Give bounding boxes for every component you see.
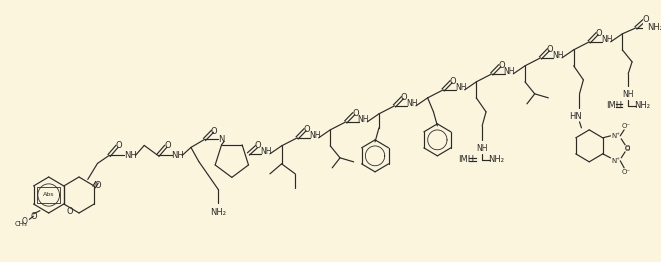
Text: NH₂: NH₂ bbox=[210, 208, 226, 217]
Text: N⁺: N⁺ bbox=[612, 158, 621, 164]
Text: NH: NH bbox=[623, 90, 634, 99]
Text: O⁻: O⁻ bbox=[621, 169, 631, 175]
Text: NH: NH bbox=[124, 151, 137, 160]
Text: O: O bbox=[625, 145, 630, 151]
Text: O: O bbox=[303, 125, 310, 134]
Text: O: O bbox=[625, 146, 630, 152]
Text: O: O bbox=[498, 61, 505, 70]
Text: Abs: Abs bbox=[43, 193, 54, 198]
Text: N⁺: N⁺ bbox=[612, 133, 621, 139]
Text: NH: NH bbox=[553, 51, 564, 60]
Text: NH₂: NH₂ bbox=[634, 101, 650, 110]
Text: O: O bbox=[94, 181, 100, 190]
Text: O⁻: O⁻ bbox=[621, 123, 631, 129]
Text: O: O bbox=[449, 77, 456, 86]
Text: N: N bbox=[218, 135, 224, 144]
Text: NH₂: NH₂ bbox=[647, 23, 661, 32]
Text: NH: NH bbox=[601, 35, 613, 44]
Text: NH: NH bbox=[504, 67, 515, 76]
Text: CH₃: CH₃ bbox=[15, 221, 27, 227]
Text: NH: NH bbox=[407, 99, 418, 108]
Text: O: O bbox=[30, 212, 37, 221]
Text: IMH: IMH bbox=[607, 101, 623, 110]
Text: O: O bbox=[547, 45, 554, 54]
Text: O: O bbox=[642, 15, 649, 24]
Text: IMH: IMH bbox=[459, 155, 475, 164]
Text: NH: NH bbox=[260, 147, 272, 156]
Text: O: O bbox=[116, 141, 122, 150]
Text: NH: NH bbox=[477, 144, 488, 153]
Text: HN: HN bbox=[569, 112, 582, 121]
Text: NH: NH bbox=[309, 131, 321, 140]
Text: NH₂: NH₂ bbox=[488, 155, 504, 164]
Text: O: O bbox=[22, 217, 28, 226]
Text: NH: NH bbox=[171, 151, 184, 160]
Text: O: O bbox=[67, 207, 73, 216]
Text: O: O bbox=[596, 29, 602, 38]
Text: O: O bbox=[352, 109, 359, 118]
Text: NH: NH bbox=[455, 83, 467, 92]
Text: O: O bbox=[211, 127, 217, 136]
Text: O: O bbox=[165, 141, 171, 150]
FancyBboxPatch shape bbox=[37, 187, 60, 203]
Text: O: O bbox=[401, 93, 408, 102]
Text: NH: NH bbox=[358, 115, 369, 124]
Text: O: O bbox=[255, 141, 262, 150]
